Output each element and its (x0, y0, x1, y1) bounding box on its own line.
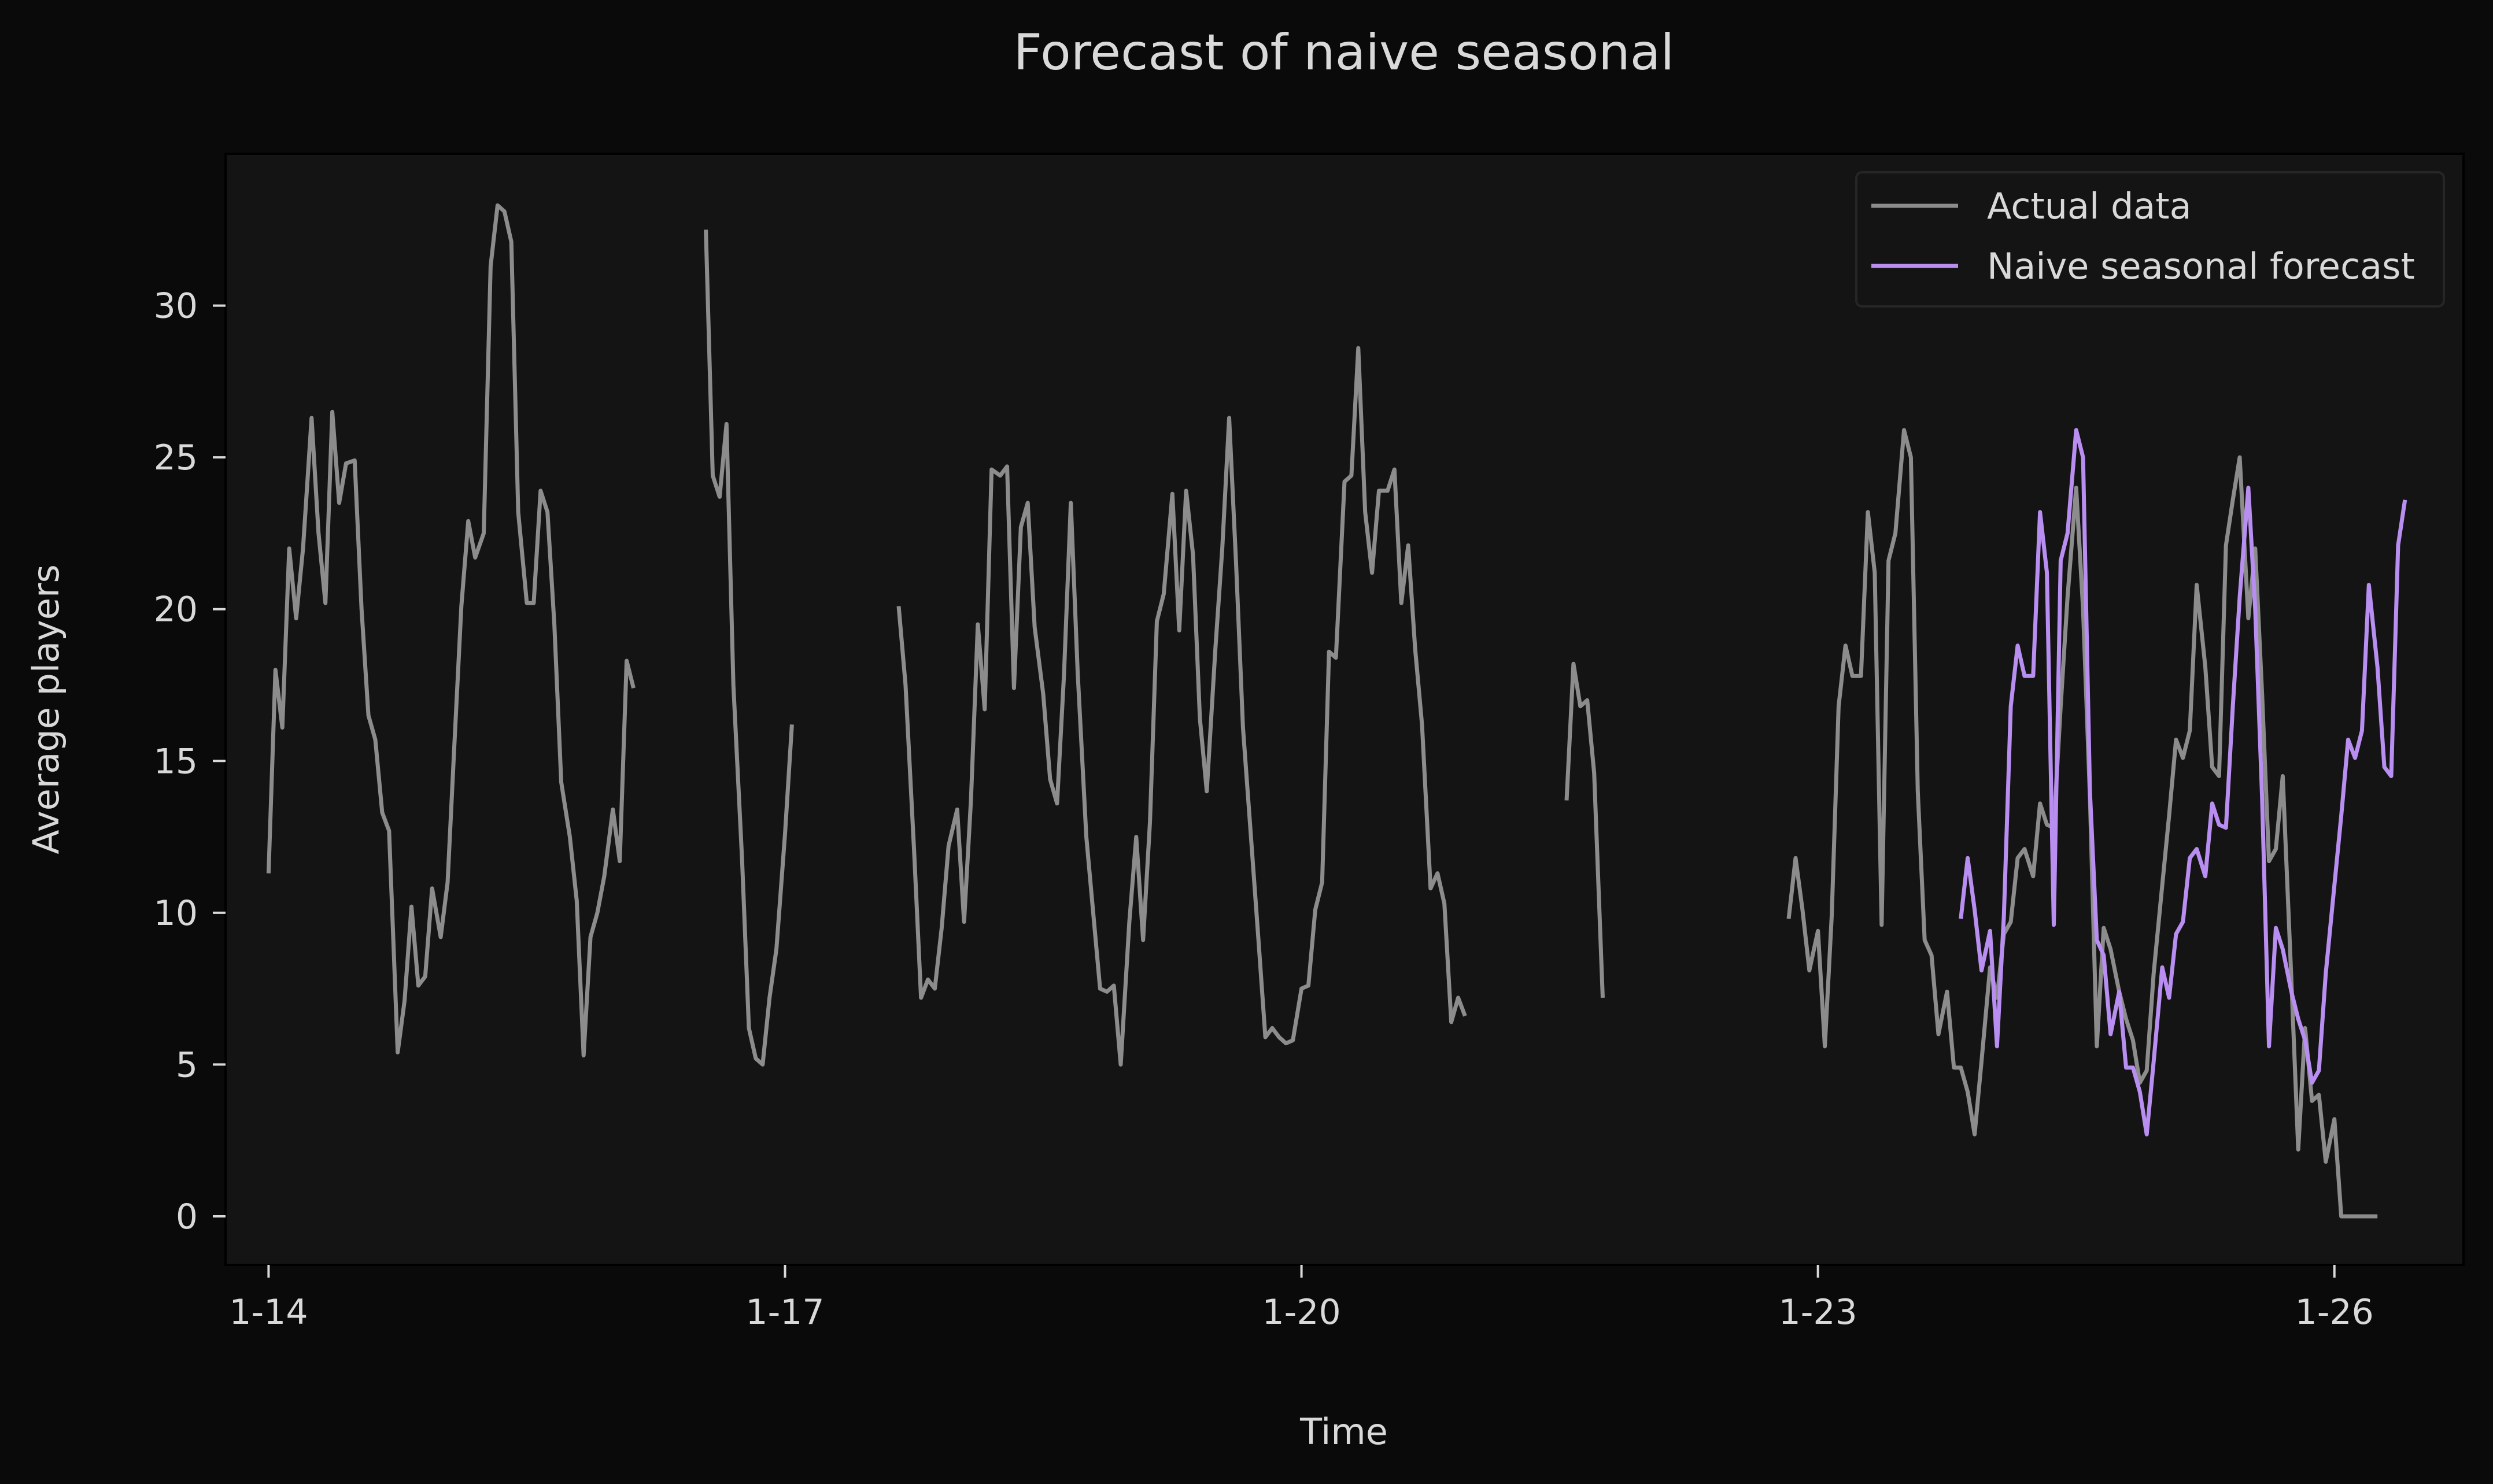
y-tick-label-6: 30 (154, 286, 198, 327)
y-tick-label-0: 0 (176, 1197, 198, 1237)
legend-label-actual-data: Actual data (1987, 185, 2192, 227)
y-axis: 0 5 10 15 20 25 30 (154, 286, 226, 1237)
legend-label-naive-seasonal-forecast: Naive seasonal forecast (1987, 245, 2415, 287)
series-line-actual-data-segment-2 (896, 346, 1467, 1067)
series-lines (266, 203, 2407, 1219)
series-line-naive-seasonal-forecast-segment-0 (1959, 428, 2407, 1137)
x-tick-label-4: 1-26 (2295, 1292, 2374, 1333)
x-tick-label-3: 1-23 (1779, 1292, 1857, 1333)
legend-box (1855, 171, 2445, 308)
chart-title: Forecast of naive seasonal (1014, 24, 1675, 82)
y-tick-label-3: 15 (154, 741, 198, 782)
legend: Actual data Naive seasonal forecast (1855, 171, 2445, 308)
x-tick-label-2: 1-20 (1262, 1292, 1340, 1333)
series-line-actual-data-segment-0 (266, 203, 636, 1058)
series-line-actual-data-segment-3 (1564, 661, 1605, 998)
series-line-actual-data-segment-1 (704, 230, 794, 1067)
series-line-actual-data-segment-4 (1786, 428, 2378, 1219)
x-axis: 1-14 1-17 1-20 1-23 1-26 (229, 1265, 2374, 1333)
y-tick-label-5: 25 (154, 438, 198, 478)
x-axis-label: Time (1299, 1411, 1388, 1453)
y-axis-label: Average players (25, 564, 67, 854)
y-tick-label-1: 5 (176, 1045, 198, 1085)
x-tick-label-0: 1-14 (229, 1292, 308, 1333)
y-tick-label-4: 20 (154, 590, 198, 630)
y-tick-label-2: 10 (154, 893, 198, 934)
plot-area (224, 153, 2465, 1266)
x-tick-label-1: 1-17 (745, 1292, 824, 1333)
